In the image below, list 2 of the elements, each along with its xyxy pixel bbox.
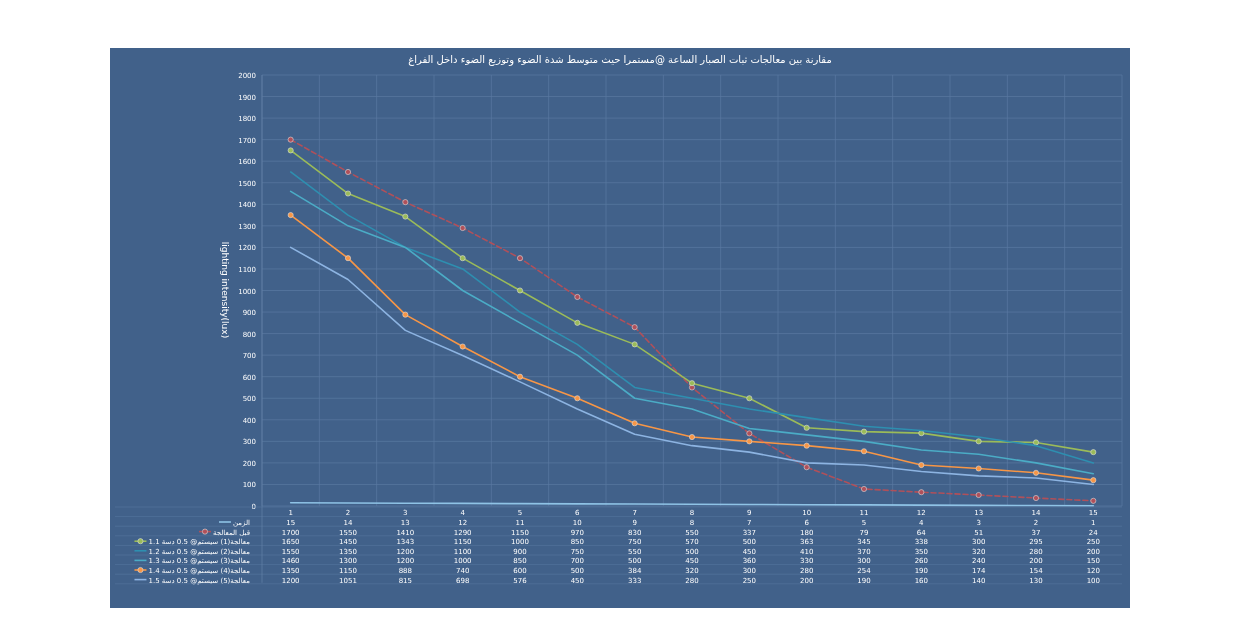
chart-title: مقارنة بين معالجات ثبات الصبار الساعة @مستمرا حيث متوسط شدة الضوء وتوزيع الضوء داخل الفراغ <box>408 54 832 66</box>
y-axis-title: lighting intensity(lux) <box>220 241 230 339</box>
